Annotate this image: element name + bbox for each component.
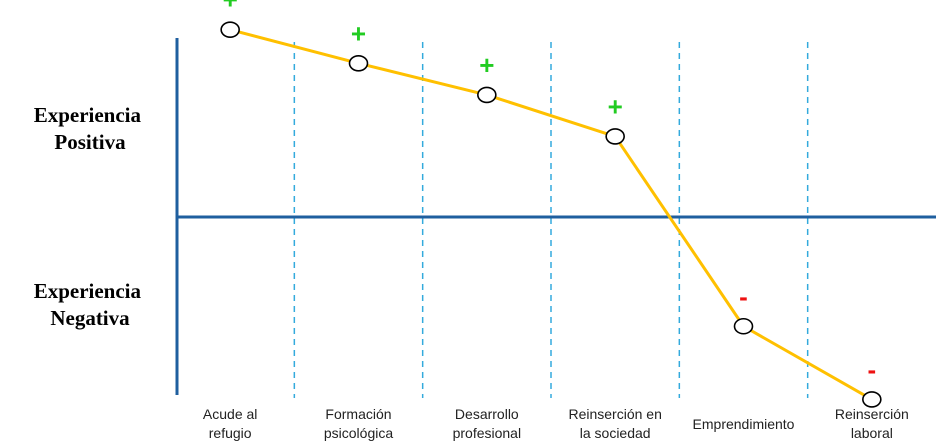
negative-marker-6: - (867, 354, 876, 384)
stage-label-2-line-1: Formación (325, 406, 391, 422)
stage-label-2: Formación psicológica (324, 406, 393, 441)
stage-label-1-line-2: refugio (209, 425, 252, 441)
negative-zone-label: Experiencia Negativa (34, 279, 147, 330)
data-point-2 (348, 54, 369, 72)
stage-labels: Acude al refugio Formación psicológica Desar… (203, 406, 909, 441)
sign-markers: + + + + - - (223, 0, 877, 384)
data-points (220, 21, 882, 408)
negative-label-line2: Negativa (50, 306, 130, 330)
positive-label-line2: Positiva (54, 130, 126, 154)
stage-label-1-line-1: Acude al (203, 406, 257, 422)
positive-marker-3: + (479, 50, 494, 80)
stage-label-5: Emprendimiento (693, 416, 795, 432)
stage-label-4: Reinserción en la sociedad (568, 406, 661, 441)
positive-marker-2: + (351, 18, 366, 48)
negative-marker-5: - (739, 281, 748, 311)
negative-label-line1: Experiencia (34, 279, 142, 303)
stage-label-6: Reinserción laboral (835, 406, 909, 441)
stage-label-3-line-1: Desarrollo (455, 406, 519, 422)
stage-label-2-line-2: psicológica (324, 425, 393, 441)
stage-label-3: Desarrollo profesional (453, 406, 522, 441)
stage-label-6-line-1: Reinserción (835, 406, 909, 422)
positive-marker-1: + (223, 0, 238, 15)
stage-label-4-line-2: la sociedad (580, 425, 651, 441)
data-point-6 (862, 391, 882, 408)
data-point-1 (220, 21, 240, 38)
vertical-gridlines (293, 42, 809, 398)
stage-label-6-line-2: laboral (851, 425, 893, 441)
stage-label-4-line-1: Reinserción en (568, 406, 661, 422)
data-point-4 (605, 128, 625, 145)
stage-label-3-line-2: profesional (453, 425, 522, 441)
positive-zone-label: Experiencia Positiva (34, 103, 147, 154)
positive-label-line1: Experiencia (34, 103, 142, 127)
data-point-3 (477, 86, 497, 104)
data-point-5 (733, 317, 754, 335)
positive-marker-4: + (608, 91, 623, 121)
stage-label-5-line-1: Emprendimiento (693, 416, 795, 432)
series-line (229, 28, 873, 401)
stage-label-1: Acude al refugio (203, 406, 257, 441)
